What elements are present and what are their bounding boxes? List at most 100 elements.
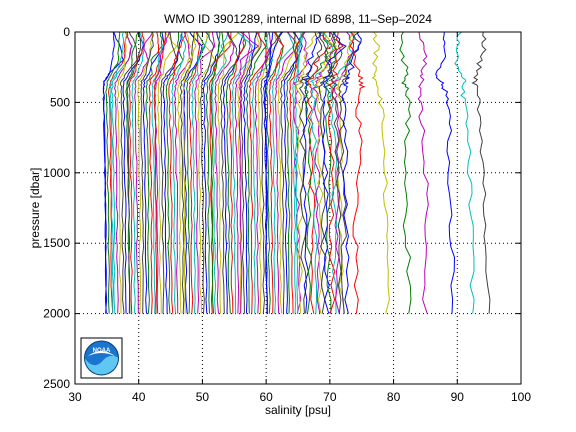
- profile-line: [153, 32, 167, 314]
- profile-line: [188, 32, 201, 314]
- x-tick-label: 100: [511, 390, 531, 404]
- profile-line: [165, 32, 184, 314]
- y-tick-label: 1500: [43, 236, 70, 250]
- profile-line: [177, 32, 192, 314]
- profile-line: [131, 32, 146, 314]
- profile-line: [254, 32, 272, 314]
- profile-line: [248, 32, 268, 314]
- profile-line: [116, 32, 127, 314]
- y-tick-label: 2000: [43, 307, 70, 321]
- profile-line: [134, 32, 153, 314]
- profile-line: [222, 32, 245, 314]
- profile-line: [295, 32, 321, 314]
- y-tick-label: 1000: [43, 166, 70, 180]
- chart-title: WMO ID 3901289, internal ID 6898, 11–Sep…: [164, 12, 432, 26]
- profile-line: [318, 32, 343, 314]
- profile-line: [435, 32, 456, 314]
- profile-line: [186, 32, 206, 314]
- profile-line: [168, 32, 186, 314]
- profile-line: [171, 32, 187, 314]
- profile-lines: [102, 32, 491, 314]
- profile-line: [162, 32, 183, 314]
- profile-line: [286, 32, 305, 314]
- profile-line: [145, 32, 163, 314]
- profile-line: [260, 32, 282, 314]
- profile-line: [318, 32, 342, 314]
- profile-line: [338, 32, 362, 314]
- profile-line: [214, 32, 235, 314]
- y-tick-label: 2500: [43, 377, 70, 391]
- y-tick-label: 500: [50, 95, 70, 109]
- profile-line: [205, 32, 225, 314]
- profile-line: [210, 32, 221, 314]
- profile-line: [268, 32, 285, 314]
- profile-line: [211, 32, 230, 314]
- profile-line: [274, 32, 299, 314]
- profile-line: [454, 32, 475, 314]
- profile-line: [371, 32, 390, 314]
- profile-line: [312, 32, 337, 314]
- x-tick-label: 90: [451, 390, 465, 404]
- profile-line: [341, 32, 362, 314]
- profile-line: [197, 32, 216, 314]
- profile-line: [288, 32, 306, 314]
- x-tick-label: 30: [68, 390, 82, 404]
- profile-line: [298, 32, 323, 314]
- profile-line: [417, 32, 429, 314]
- profile-line: [349, 32, 366, 314]
- profile-line: [120, 32, 138, 314]
- profile-line: [229, 32, 245, 314]
- profile-line: [194, 32, 216, 314]
- profile-line: [208, 32, 232, 314]
- profile-line: [140, 32, 154, 314]
- plot-frame: [74, 31, 522, 385]
- profile-line: [102, 32, 115, 314]
- profile-line: [157, 32, 178, 314]
- profile-line: [154, 32, 170, 314]
- profile-line: [114, 32, 133, 314]
- x-tick-label: 50: [196, 390, 210, 404]
- profile-line: [108, 32, 129, 314]
- profile-line: [277, 32, 298, 314]
- profile-line: [264, 32, 274, 314]
- profile-line: [309, 32, 334, 314]
- profile-line: [126, 32, 142, 314]
- x-tick-label: 80: [387, 390, 401, 404]
- profile-line: [239, 32, 251, 314]
- profile-line: [231, 32, 253, 314]
- x-tick-label: 70: [323, 390, 337, 404]
- profile-line: [151, 32, 171, 314]
- profile-line: [122, 32, 144, 314]
- noaa-logo: NOAA: [80, 337, 123, 379]
- y-tick-label: 0: [63, 25, 70, 39]
- profile-line: [202, 32, 221, 314]
- profile-line: [199, 32, 215, 314]
- y-axis-label: pressure [dbar]: [28, 168, 42, 249]
- profile-line: [142, 32, 165, 314]
- profile-line: [471, 32, 491, 314]
- profile-line: [174, 32, 192, 314]
- profile-line: [283, 32, 303, 314]
- profile-line: [182, 32, 197, 314]
- profile-line: [191, 32, 210, 314]
- profile-line: [217, 32, 240, 314]
- profile-line: [399, 32, 412, 314]
- profile-line: [243, 32, 258, 314]
- svg-text:NOAA: NOAA: [93, 348, 111, 354]
- profile-line: [234, 32, 260, 314]
- profile-line: [324, 32, 338, 314]
- profile-line: [245, 32, 268, 314]
- profile-line: [257, 32, 277, 314]
- profile-line: [105, 32, 121, 314]
- x-tick-label: 40: [132, 390, 146, 404]
- profile-line: [109, 32, 125, 314]
- profile-line: [294, 32, 302, 314]
- profile-line: [302, 32, 322, 314]
- profile-line: [271, 32, 295, 314]
- x-axis-label: salinity [psu]: [265, 403, 331, 417]
- x-tick-label: 60: [259, 390, 273, 404]
- profile-line: [315, 32, 337, 314]
- profile-line: [266, 32, 284, 314]
